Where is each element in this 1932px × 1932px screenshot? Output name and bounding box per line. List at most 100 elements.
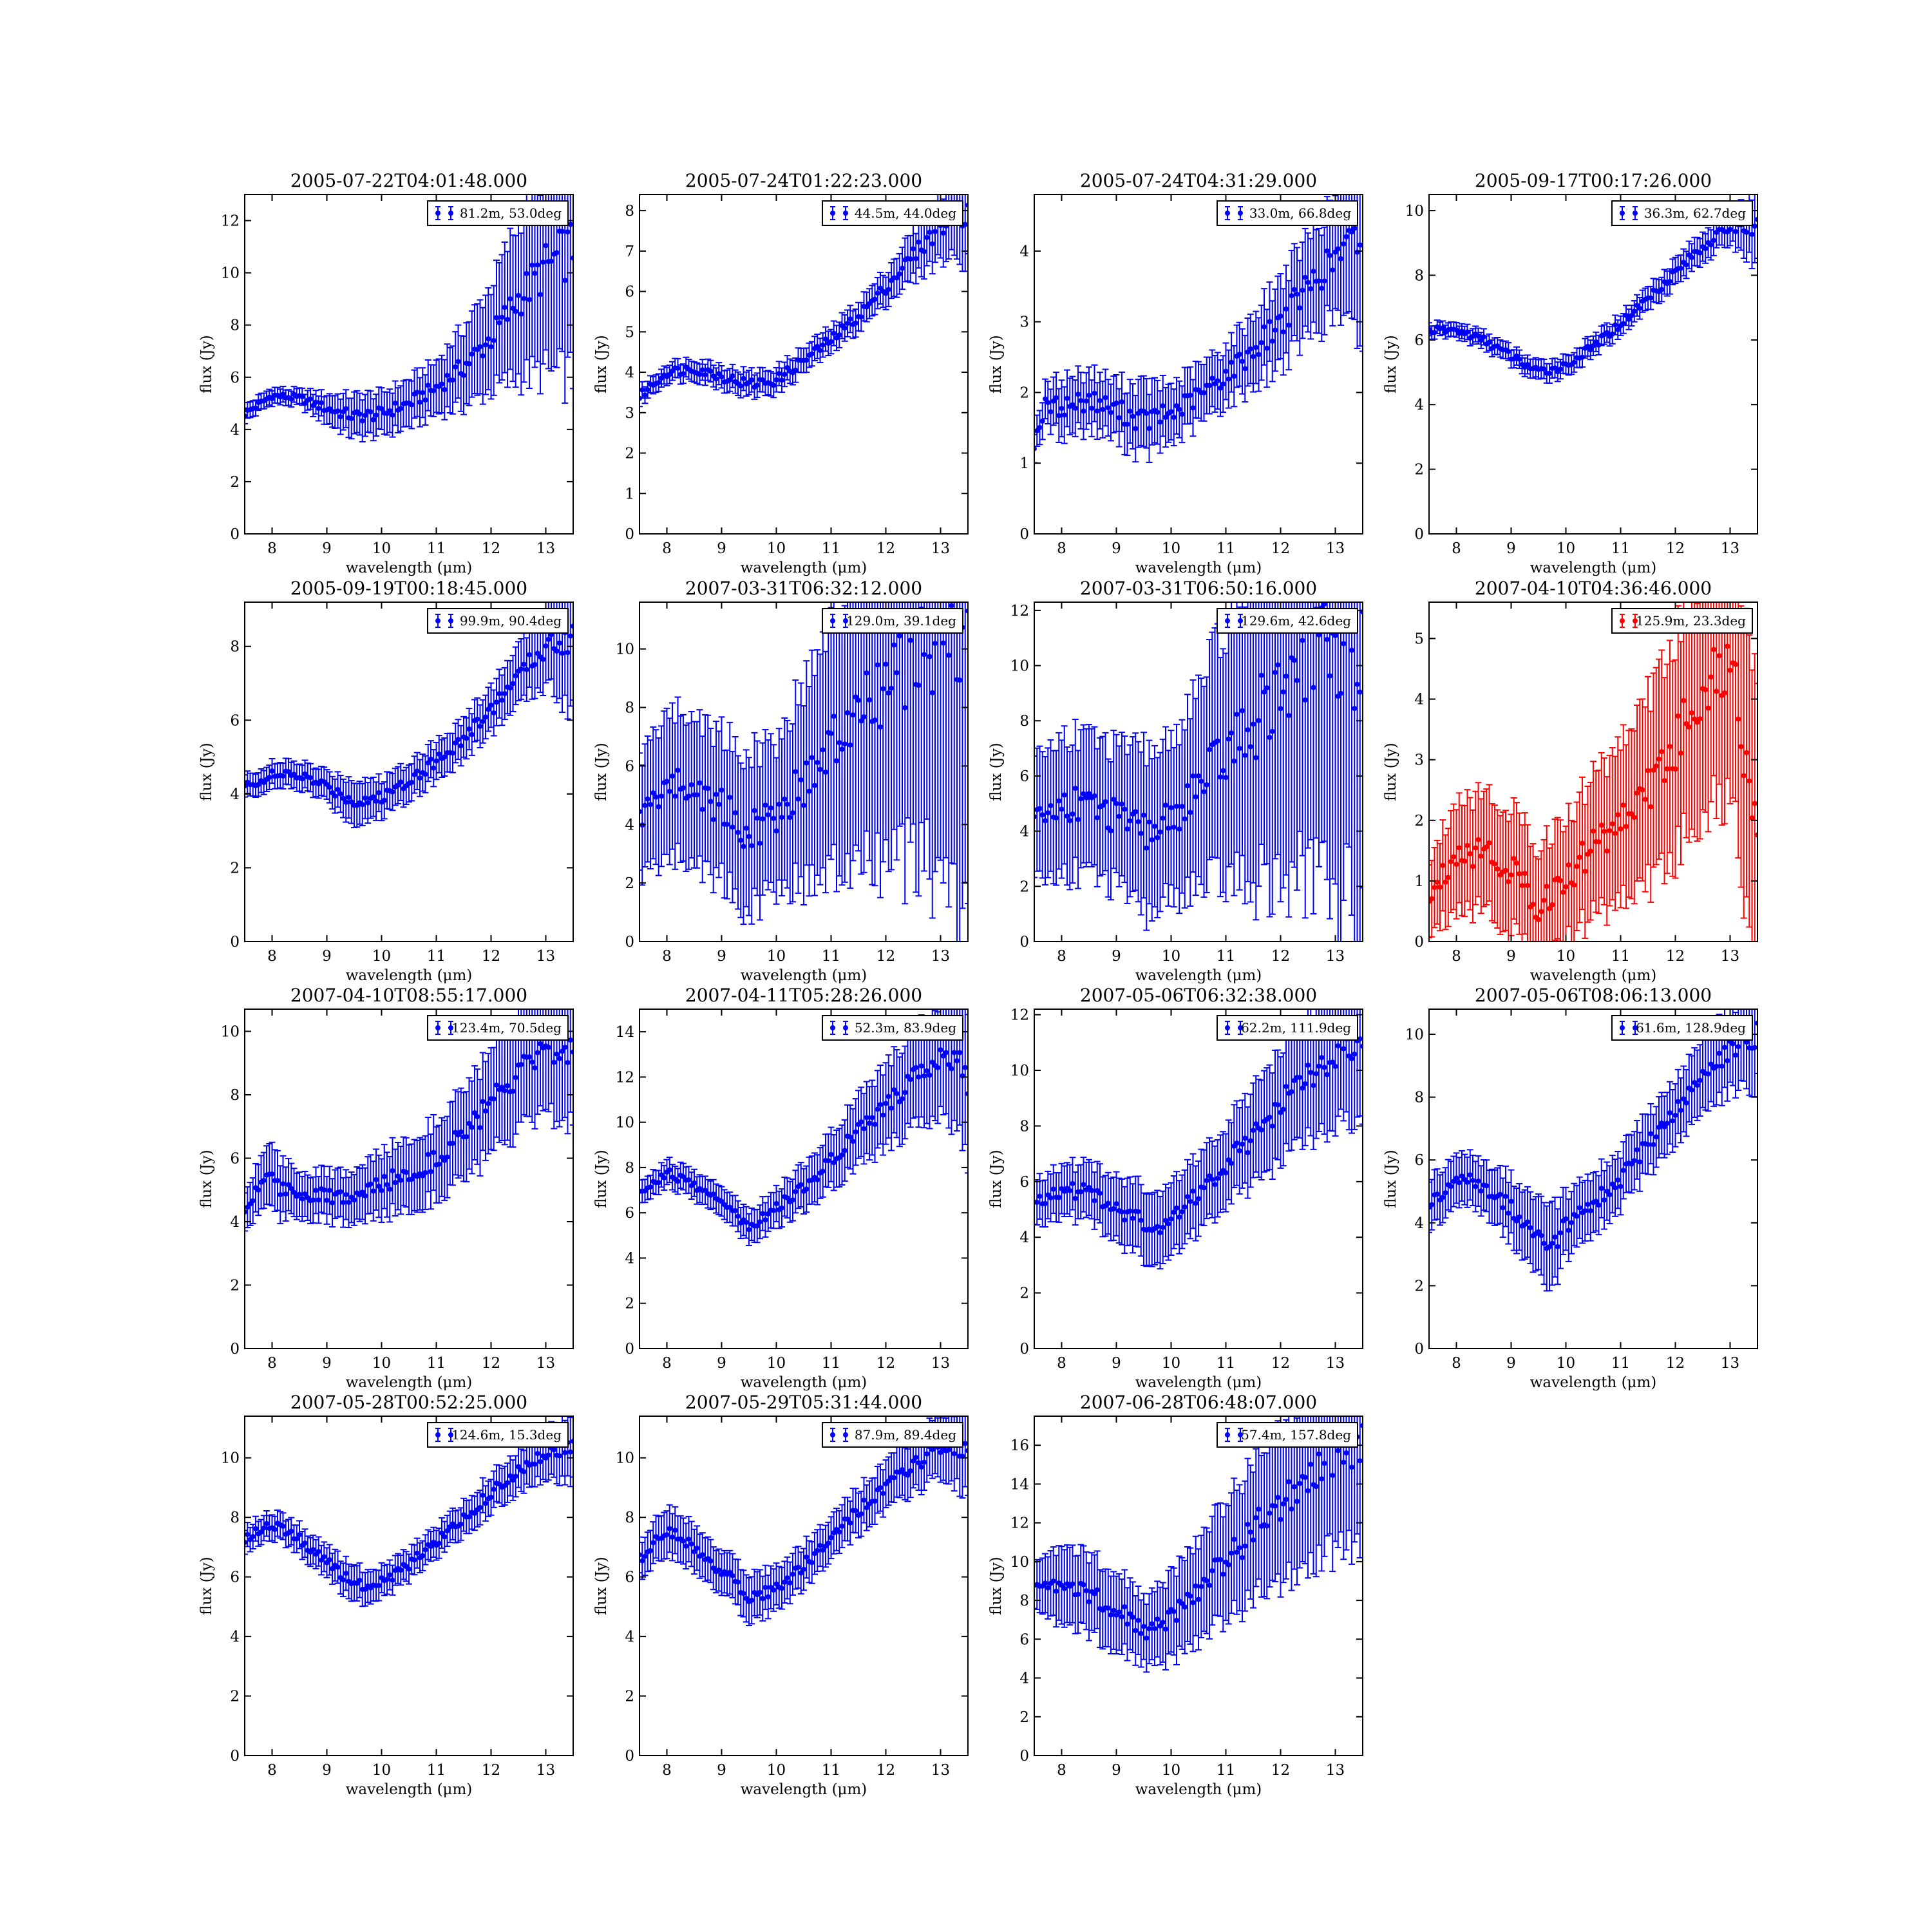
data-point	[368, 409, 374, 415]
data-point	[642, 802, 648, 808]
data-point	[483, 342, 488, 348]
data-point	[1486, 840, 1492, 846]
data-point	[1133, 809, 1139, 815]
data-point	[1190, 773, 1196, 779]
x-tick-label: 9	[717, 540, 726, 557]
legend-marker	[1225, 618, 1230, 623]
data-point	[469, 351, 475, 357]
data-point	[1037, 806, 1043, 811]
data-point	[1135, 819, 1141, 824]
data-point	[554, 649, 560, 654]
data-point	[458, 743, 464, 749]
data-point	[1508, 872, 1514, 878]
data-point	[1300, 287, 1305, 293]
y-tick-label: 4	[1414, 692, 1424, 708]
data-point	[1580, 354, 1585, 360]
data-point	[1283, 306, 1289, 312]
data-point	[1215, 378, 1220, 384]
data-point	[801, 802, 806, 808]
data-point	[494, 699, 499, 705]
data-point	[1544, 884, 1549, 889]
data-point	[1048, 802, 1054, 808]
data-point	[1215, 738, 1220, 744]
data-point	[335, 408, 341, 414]
data-point	[1138, 831, 1144, 837]
data-point	[714, 791, 719, 797]
data-point	[760, 377, 766, 383]
data-point	[560, 229, 565, 234]
x-tick-label: 10	[372, 540, 391, 557]
data-point	[442, 387, 448, 393]
data-point	[518, 666, 524, 672]
data-point	[916, 683, 922, 688]
data-point	[1566, 862, 1571, 868]
data-point	[1245, 727, 1251, 733]
data-point	[765, 812, 771, 818]
y-tick-label: 12	[221, 213, 240, 230]
data-point	[486, 336, 491, 342]
y-tick-label: 8	[230, 1087, 240, 1104]
data-point	[670, 773, 675, 779]
data-point	[1697, 716, 1703, 722]
x-tick-label: 8	[1452, 948, 1461, 965]
data-point	[480, 1099, 486, 1104]
data-point	[856, 697, 861, 703]
data-point	[659, 793, 664, 799]
data-point	[724, 822, 730, 828]
x-tick-label: 11	[1611, 540, 1630, 557]
data-point	[1086, 392, 1092, 398]
data-point	[1429, 896, 1435, 902]
data-point	[491, 1096, 497, 1102]
legend-marker	[1225, 211, 1230, 216]
data-point	[776, 371, 782, 377]
x-tick-label: 9	[1112, 948, 1121, 965]
data-point	[1045, 400, 1051, 406]
data-point	[782, 372, 788, 377]
data-point	[907, 638, 913, 643]
data-point	[727, 377, 733, 383]
data-point	[1226, 736, 1231, 742]
data-point	[1481, 334, 1486, 340]
data-point	[335, 786, 341, 792]
data-point	[929, 690, 935, 696]
data-point	[370, 1188, 376, 1194]
data-point	[1667, 744, 1672, 750]
data-point	[645, 796, 650, 802]
data-point	[308, 396, 313, 402]
data-point	[694, 792, 700, 798]
data-point	[348, 799, 354, 805]
data-point	[963, 593, 968, 598]
data-point	[1092, 390, 1097, 396]
data-point	[1343, 234, 1349, 240]
data-point	[642, 392, 648, 398]
data-point	[291, 772, 297, 777]
data-point	[1089, 405, 1095, 411]
data-point	[927, 229, 933, 235]
data-point	[809, 351, 815, 357]
x-tick-label: 10	[767, 540, 786, 557]
data-point	[773, 828, 779, 834]
data-point	[837, 332, 842, 338]
data-point	[1541, 898, 1547, 904]
x-tick-label: 11	[427, 540, 446, 557]
x-tick-label: 9	[322, 540, 332, 557]
y-tick-label: 0	[1019, 526, 1029, 543]
data-point	[894, 670, 900, 676]
data-point	[398, 406, 404, 412]
x-axis-label: wavelength (μm)	[1135, 560, 1262, 576]
data-point	[390, 789, 395, 795]
data-point	[1231, 374, 1237, 379]
data-point	[1253, 345, 1259, 350]
data-point	[1749, 231, 1755, 237]
data-point	[1525, 361, 1530, 367]
data-point	[1443, 879, 1448, 885]
data-point	[703, 1188, 708, 1193]
data-point	[518, 311, 524, 317]
legend-label: 125.9m, 23.3deg	[1636, 613, 1746, 629]
data-point	[308, 775, 313, 781]
data-point	[784, 801, 790, 807]
y-tick-label: 6	[1019, 768, 1029, 785]
data-point	[672, 793, 678, 799]
x-tick-label: 10	[372, 948, 391, 965]
data-point	[1256, 352, 1262, 357]
